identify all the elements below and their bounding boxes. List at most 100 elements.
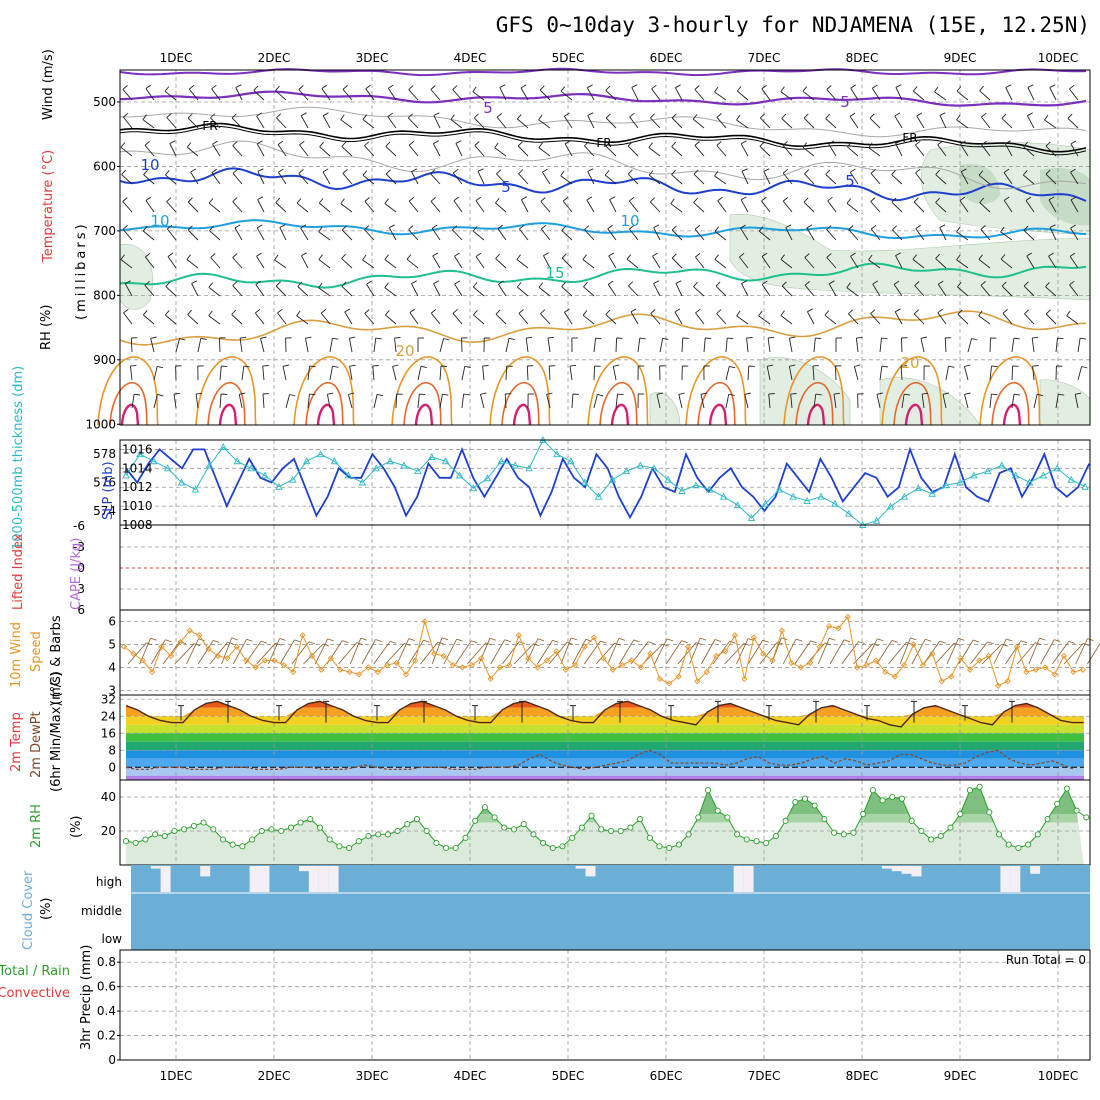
wind-barb-flag	[1003, 168, 1010, 173]
wind-barb-flag	[516, 282, 522, 288]
wind-barb-flag	[815, 393, 822, 396]
wind10-barb-flag	[404, 643, 411, 646]
wind-barb-flag	[1058, 393, 1065, 396]
wind-barb-flag	[854, 364, 861, 367]
wind-barb-flag	[978, 310, 983, 317]
wind10-barb	[197, 640, 214, 665]
wind-barb	[692, 118, 705, 129]
wind-barb	[187, 117, 199, 129]
wind-barb	[232, 257, 243, 269]
wind10-barb-flag	[260, 640, 268, 644]
wind-barb-flag	[300, 224, 307, 229]
wind-barb	[826, 89, 837, 101]
wind-barb-flag	[582, 310, 588, 316]
wind-barb-flag	[979, 197, 985, 203]
wind-barb-flag	[122, 85, 128, 90]
wind-barb	[210, 117, 221, 129]
wind10-marker	[722, 648, 729, 655]
wind-barb	[956, 119, 969, 129]
wind-barb-flag	[256, 224, 263, 229]
wind-barb	[165, 174, 177, 185]
wind-barb-flag	[432, 252, 439, 257]
wind-barb-flag	[122, 197, 128, 202]
wind-barb	[761, 88, 771, 101]
wind-barb	[725, 338, 728, 353]
wind-barb-flag	[1005, 84, 1012, 88]
wind-barb	[714, 91, 727, 101]
wind-barb	[433, 115, 441, 129]
wind-barb	[505, 338, 510, 353]
wind10-marker	[919, 661, 927, 669]
wind-barb	[121, 174, 133, 185]
wind10-tick: 5	[108, 637, 116, 651]
wind-barb-flag	[298, 85, 304, 90]
wind-barb	[828, 283, 837, 297]
wind-barb-flag	[639, 337, 646, 340]
wind-barb-flag	[744, 392, 751, 395]
wind10-barb-flag	[441, 637, 449, 641]
rh-marker	[297, 819, 304, 826]
wind10-barb	[560, 637, 572, 665]
wind-barb-flag	[499, 84, 506, 88]
wind-barb	[725, 366, 730, 381]
wind10-marker	[882, 668, 889, 676]
cloud-level-high: high	[96, 875, 122, 889]
wind-barb	[1070, 227, 1079, 241]
rh-marker	[666, 844, 673, 852]
wind-barb	[372, 366, 375, 381]
wind10-marker	[637, 664, 645, 671]
wind-barb	[150, 338, 155, 353]
wind-barb	[231, 314, 243, 325]
wind-barb-flag	[739, 252, 745, 258]
wind-barb	[804, 173, 815, 185]
wind-barb-flag	[761, 280, 768, 285]
rh-marker	[1073, 807, 1080, 814]
wind-barb-flag	[761, 84, 767, 90]
wind10-barb-flag	[360, 637, 367, 641]
wind-barb-flag	[736, 86, 742, 92]
wind-barb	[714, 175, 727, 185]
wind-barb	[891, 174, 903, 185]
rh-line-path	[125, 786, 1087, 849]
rh-marker	[491, 814, 498, 821]
wind10-barb-flag	[342, 640, 349, 643]
wind-barb-flag	[653, 224, 660, 228]
temp-tick: 32	[101, 692, 116, 706]
wind-barb	[876, 394, 881, 409]
wind-barb	[1055, 394, 1059, 409]
wind-barb-flag	[825, 169, 831, 175]
wind-barb-flag	[166, 197, 172, 203]
wind10-barb-flag	[1068, 641, 1075, 644]
wind10-barb-flag	[375, 639, 382, 642]
wind10-marker	[1070, 668, 1077, 676]
wind-barb-flag	[850, 252, 856, 257]
thickness-marker	[469, 484, 478, 492]
wind-barb	[782, 145, 793, 157]
wind-barb	[759, 145, 771, 157]
wind-barb	[232, 145, 243, 157]
rh-marker	[152, 831, 159, 838]
wind-barb	[450, 119, 463, 129]
wind-barb	[517, 118, 529, 129]
wind10-marker	[252, 664, 259, 671]
wind-barb	[1031, 338, 1035, 353]
rh-marker	[278, 827, 285, 835]
wind-barb	[1077, 338, 1081, 353]
wind-barb	[439, 338, 445, 353]
wind-barb-flag	[232, 253, 238, 258]
wind-barb-flag	[318, 198, 324, 204]
wind-barb-flag	[122, 225, 128, 230]
wind-barb	[957, 286, 969, 297]
wind-barb-flag	[1032, 336, 1039, 339]
wind10-barb-flag	[891, 640, 899, 643]
contour-label: FR	[202, 119, 217, 133]
cloud-gap	[1030, 866, 1041, 874]
wind-barb	[197, 338, 202, 353]
wind-barb-flag	[210, 253, 216, 258]
temp-band	[126, 775, 1084, 780]
wind-barb	[342, 173, 353, 185]
wind-barb-flag	[430, 169, 436, 175]
cloud-gap	[249, 866, 260, 892]
wind10-barb-flag	[246, 638, 253, 642]
wind-barb	[694, 228, 705, 241]
